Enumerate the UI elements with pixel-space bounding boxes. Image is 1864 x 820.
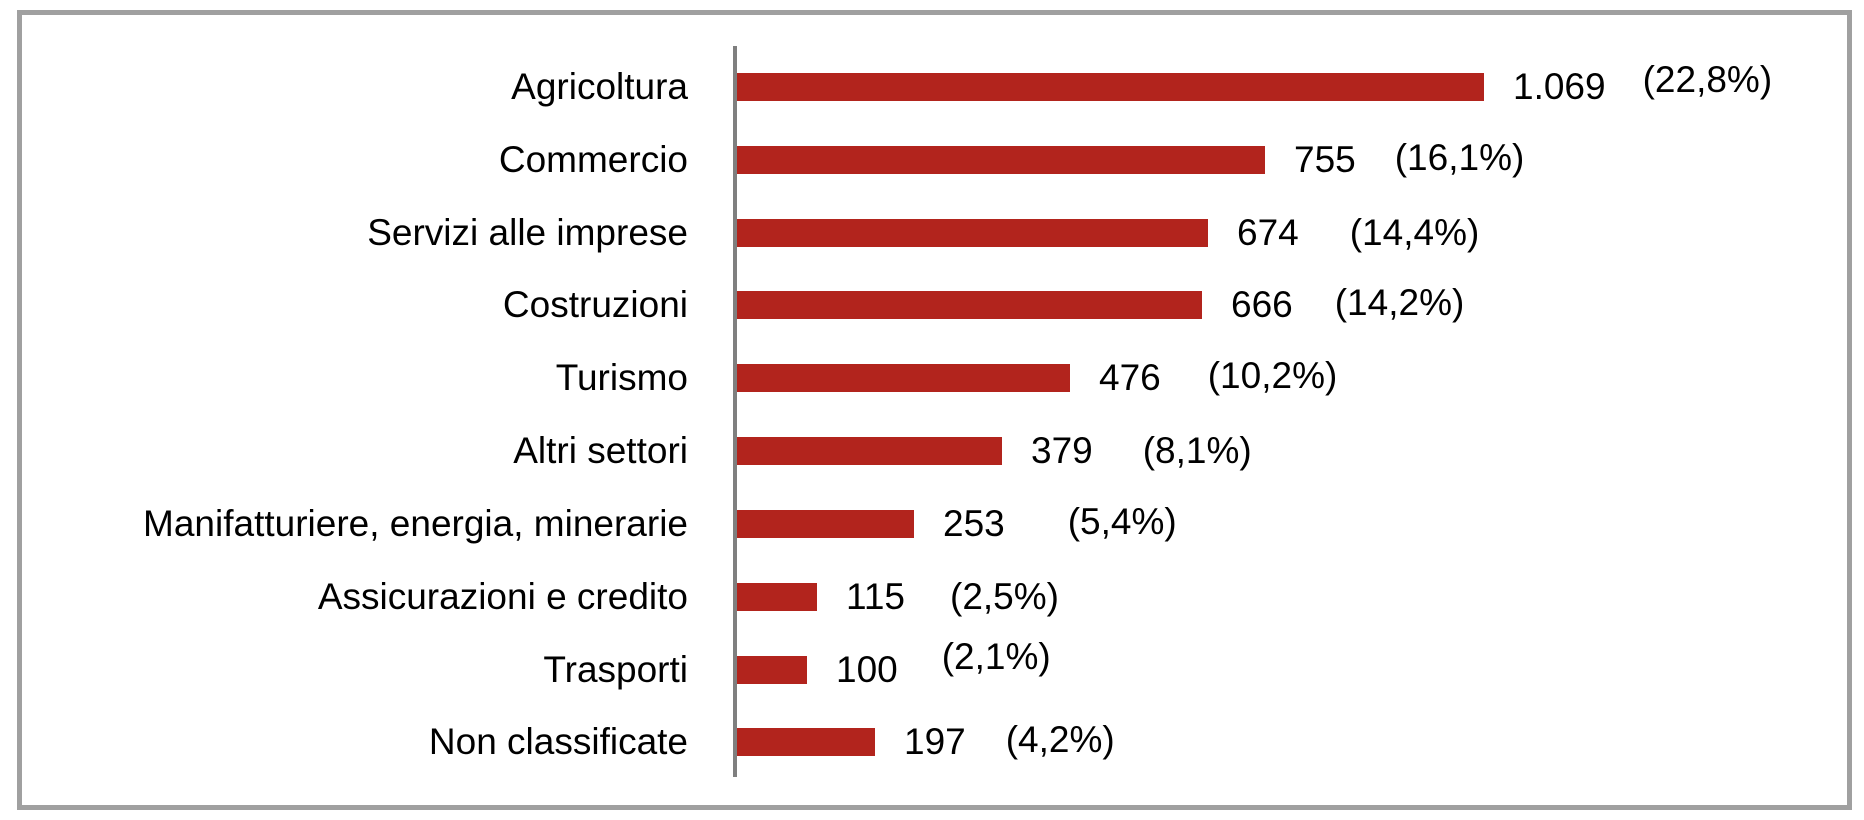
bar — [737, 728, 875, 757]
percent-label: (2,5%) — [950, 575, 1059, 617]
value-label: 115 — [846, 575, 905, 617]
bar-row: 379 (8,1%) — [737, 429, 1252, 473]
bar-row: 115 (2,5%) — [737, 575, 1059, 619]
bar — [737, 291, 1202, 320]
percent-label: (5,4%) — [1067, 500, 1177, 542]
value-label: 755 — [1294, 138, 1356, 180]
percent-label: (4,2%) — [1005, 719, 1115, 761]
bar — [737, 509, 914, 538]
value-label: 253 — [943, 502, 1005, 544]
bar — [737, 582, 817, 611]
percent-label: (22,8%) — [1642, 59, 1773, 100]
category-label: Servizi alle imprese — [367, 211, 688, 253]
bar — [737, 218, 1208, 247]
bar — [737, 145, 1265, 174]
bar — [737, 655, 807, 684]
percent-label: (10,2%) — [1207, 355, 1338, 397]
category-axis-line — [733, 46, 737, 777]
chart-frame-border — [17, 10, 1852, 810]
percent-label: (14,2%) — [1334, 282, 1465, 324]
bar-row: 1.069 (22,8%) — [737, 59, 1772, 109]
category-label: Non classificate — [428, 721, 688, 763]
bar-row: 755 (16,1%) — [737, 136, 1525, 182]
value-label: 379 — [1031, 430, 1093, 472]
percent-label: (2,1%) — [941, 635, 1051, 677]
bar-row: 674 (14,4%) — [737, 211, 1479, 255]
value-label: 1.069 — [1513, 66, 1606, 107]
bar — [737, 437, 1002, 466]
value-label: 100 — [836, 648, 898, 690]
category-label: Agricoltura — [511, 66, 688, 107]
bar — [737, 364, 1070, 393]
bar-row: 476 (10,2%) — [737, 355, 1338, 400]
bar-row: 666 (14,2%) — [737, 282, 1465, 327]
bar-row: 253 (5,4%) — [737, 500, 1177, 546]
value-label: 476 — [1099, 357, 1161, 399]
bar-row: 197 (4,2%) — [737, 719, 1115, 764]
percent-label: (16,1%) — [1394, 136, 1525, 178]
value-label: 197 — [904, 721, 966, 763]
bar-row: 100 (2,1%) — [737, 636, 1051, 692]
category-label: Altri settori — [513, 430, 688, 472]
category-label: Turismo — [555, 357, 688, 399]
category-label: Assicurazioni e credito — [317, 575, 688, 617]
bar — [737, 73, 1484, 101]
value-label: 666 — [1231, 284, 1293, 326]
category-label: Trasporti — [543, 648, 688, 690]
percent-label: (8,1%) — [1142, 430, 1252, 472]
category-label: Manifatturiere, energia, minerarie — [143, 502, 688, 544]
category-label: Costruzioni — [502, 284, 688, 326]
percent-label: (14,4%) — [1349, 211, 1480, 253]
category-label: Commercio — [498, 138, 688, 180]
value-label: 674 — [1237, 211, 1299, 253]
